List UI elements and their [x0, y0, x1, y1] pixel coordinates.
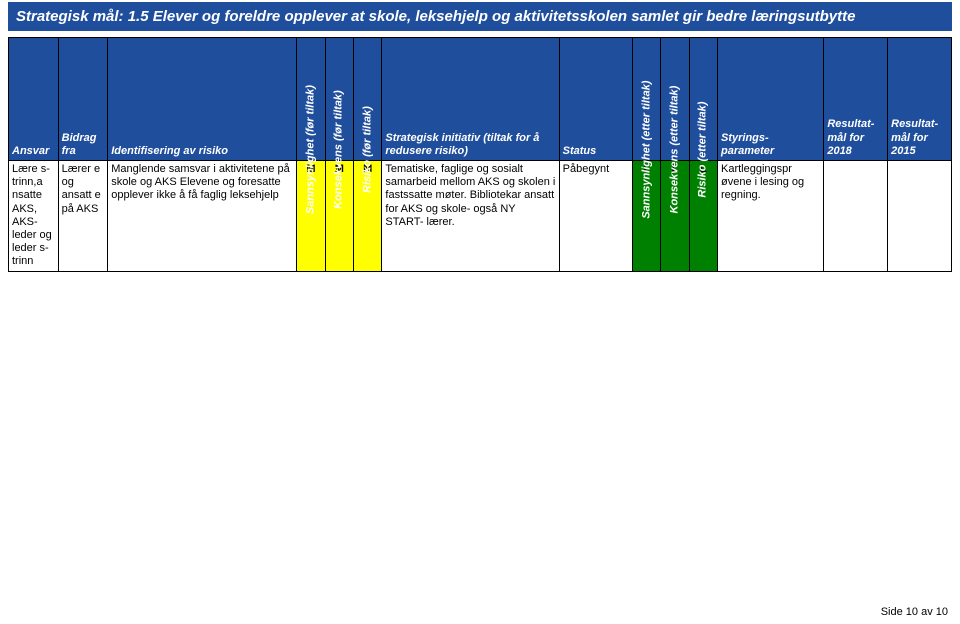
col-sann-etter: Sannsynlighet (etter tiltak): [632, 38, 660, 161]
cell-res2018: [824, 161, 888, 272]
col-styr: Styrings-parameter: [717, 38, 823, 161]
col-ident: Identifisering av risiko: [108, 38, 297, 161]
cell-styr: Kartleggingspr øvene i lesing og regning…: [717, 161, 823, 272]
col-ris-etter: Risiko (etter tiltak): [689, 38, 717, 161]
col-res2015: Resultat-mål for 2015: [888, 38, 952, 161]
risk-table: Ansvar Bidrag fra Identifisering av risi…: [8, 37, 952, 272]
table-header: Ansvar Bidrag fra Identifisering av risi…: [9, 38, 952, 161]
cell-ansvar: Lære s-trinn,a nsatte AKS, AKS-leder og …: [9, 161, 59, 272]
cell-status: Påbegynt: [559, 161, 632, 272]
col-res2018: Resultat-mål for 2018: [824, 38, 888, 161]
table-row: Lære s-trinn,a nsatte AKS, AKS-leder og …: [9, 161, 952, 272]
col-strat: Strategisk initiativ (tiltak for å redus…: [382, 38, 559, 161]
page-title: Strategisk mål: 1.5 Elever og foreldre o…: [8, 2, 952, 31]
col-sann-for: Sannsynlighet (før tiltak): [297, 38, 325, 161]
cell-strat: Tematiske, faglige og sosialt samarbeid …: [382, 161, 559, 272]
col-kons-etter: Konsekvens (etter tiltak): [661, 38, 689, 161]
cell-ident: Manglende samsvar i aktivitetene på skol…: [108, 161, 297, 272]
col-kons-for: Konsekvens (før tiltak): [325, 38, 353, 161]
col-bidrag: Bidrag fra: [58, 38, 108, 161]
cell-res2015: [888, 161, 952, 272]
page-footer: Side 10 av 10: [881, 606, 948, 618]
cell-bidrag: Lærer e og ansatt e på AKS: [58, 161, 108, 272]
col-ris-for: Risiko (før tiltak): [354, 38, 382, 161]
page: Strategisk mål: 1.5 Elever og foreldre o…: [0, 2, 960, 624]
col-ansvar: Ansvar: [9, 38, 59, 161]
col-status: Status: [559, 38, 632, 161]
